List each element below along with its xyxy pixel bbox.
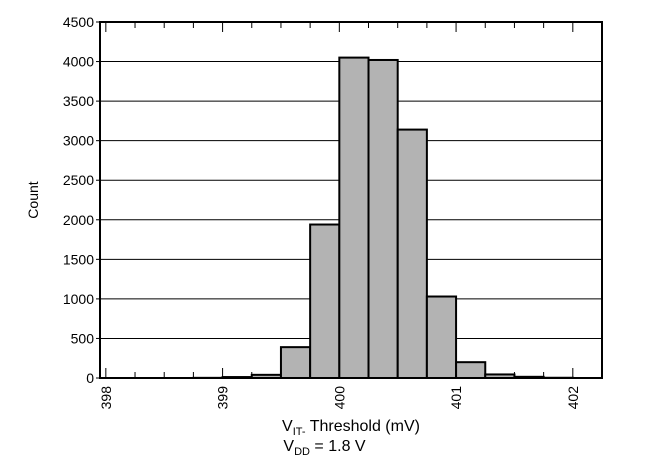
x-axis-label-sub: IT- (293, 426, 306, 438)
bars-layer (193, 58, 572, 378)
caption-rest: = 1.8 V (310, 438, 366, 455)
x-tick-label: 402 (565, 386, 581, 410)
x-axis-label: VIT- Threshold (mV) (282, 418, 420, 438)
histogram-bar (339, 58, 368, 378)
x-tick-label: 400 (331, 386, 347, 410)
histogram-bar (281, 347, 310, 378)
x-tick-label: 399 (215, 386, 231, 410)
x-tick-label: 401 (448, 386, 464, 410)
y-tick-label: 2500 (63, 172, 94, 188)
histogram-bar (310, 225, 339, 378)
histogram-bar (369, 60, 398, 378)
histogram-bar (427, 297, 456, 378)
histogram-bar (398, 130, 427, 378)
x-tick-label: 398 (98, 386, 114, 410)
supply-voltage-caption: VDD = 1.8 V (0, 438, 649, 458)
x-axis-label-main: V (282, 418, 293, 435)
caption-sub: DD (294, 446, 310, 458)
y-tick-label: 2000 (63, 212, 94, 228)
x-axis-label-rest: Threshold (mV) (306, 418, 420, 435)
y-axis-label: Count (25, 181, 41, 218)
y-tick-label: 1500 (63, 251, 94, 267)
y-tick-label: 4500 (63, 14, 94, 30)
y-tick-label: 3000 (63, 133, 94, 149)
y-tick-label: 500 (71, 330, 95, 346)
y-tick-label: 4000 (63, 54, 94, 70)
y-tick-label: 3500 (63, 93, 94, 109)
y-tick-label: 0 (86, 370, 94, 386)
y-tick-label: 1000 (63, 291, 94, 307)
caption-prefix: V (283, 438, 294, 455)
histogram-bar (456, 362, 485, 378)
